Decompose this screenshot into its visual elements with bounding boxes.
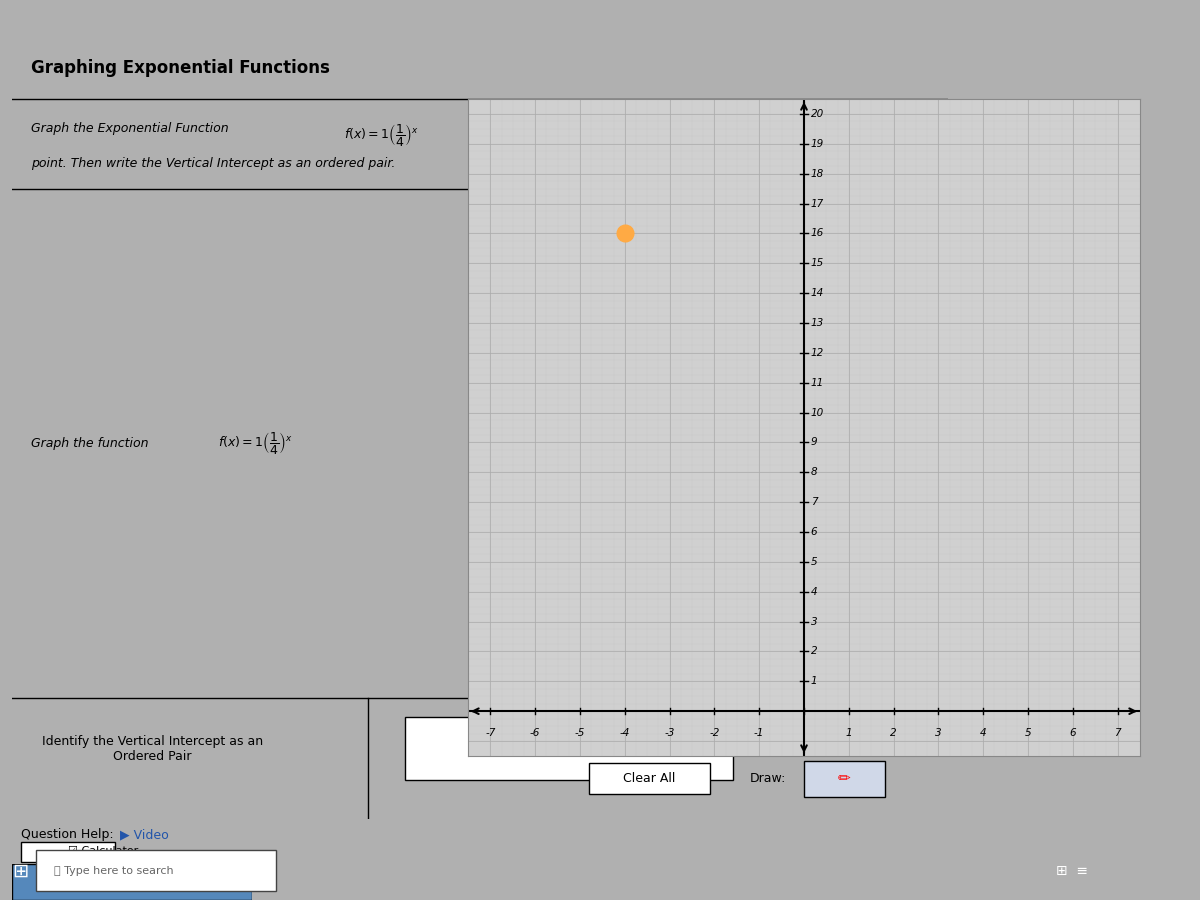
- Text: 19: 19: [811, 139, 824, 148]
- Text: 2: 2: [890, 727, 896, 738]
- Text: 15: 15: [811, 258, 824, 268]
- FancyBboxPatch shape: [406, 717, 733, 779]
- Text: $f(x) = 1\left(\dfrac{1}{4}\right)^x$: $f(x) = 1\left(\dfrac{1}{4}\right)^x$: [218, 430, 293, 456]
- Text: 🔍 Type here to search: 🔍 Type here to search: [54, 866, 174, 876]
- Text: 8: 8: [811, 467, 817, 477]
- Text: 5: 5: [1025, 727, 1031, 738]
- Text: 1: 1: [846, 727, 852, 738]
- Text: ✏: ✏: [838, 771, 851, 786]
- Text: 4: 4: [811, 587, 817, 597]
- Text: 1: 1: [811, 676, 817, 687]
- Text: -2: -2: [709, 727, 720, 738]
- Text: $f(x) = 1\left(\dfrac{1}{4}\right)^x$: $f(x) = 1\left(\dfrac{1}{4}\right)^x$: [344, 122, 419, 148]
- Text: -7: -7: [485, 727, 496, 738]
- Text: 10: 10: [811, 408, 824, 418]
- FancyBboxPatch shape: [589, 763, 710, 795]
- FancyBboxPatch shape: [12, 864, 252, 900]
- Text: by plotting the Vertical Intercept and one other: by plotting the Vertical Intercept and o…: [508, 122, 808, 135]
- Text: 6: 6: [1069, 727, 1076, 738]
- Text: 14: 14: [811, 288, 824, 298]
- Text: 6: 6: [811, 527, 817, 537]
- Text: ▶ Video: ▶ Video: [120, 828, 168, 841]
- Text: ⊞  ≡: ⊞ ≡: [1056, 864, 1088, 878]
- Text: Question Help:: Question Help:: [22, 828, 118, 841]
- Text: 7: 7: [1115, 727, 1121, 738]
- Text: 11: 11: [811, 378, 824, 388]
- Text: point. Then write the Vertical Intercept as an ordered pair.: point. Then write the Vertical Intercept…: [31, 158, 395, 170]
- Text: 18: 18: [811, 168, 824, 179]
- Text: Graph the function: Graph the function: [31, 436, 152, 450]
- Text: 5: 5: [811, 557, 817, 567]
- FancyBboxPatch shape: [22, 842, 115, 862]
- Text: -3: -3: [665, 727, 674, 738]
- Text: -6: -6: [530, 727, 540, 738]
- Text: 12: 12: [811, 347, 824, 358]
- FancyBboxPatch shape: [36, 850, 276, 891]
- Text: 17: 17: [811, 199, 824, 209]
- Text: Graphing Exponential Functions: Graphing Exponential Functions: [31, 59, 330, 77]
- Text: 4: 4: [980, 727, 986, 738]
- Text: 3: 3: [935, 727, 942, 738]
- Text: -4: -4: [619, 727, 630, 738]
- Text: 13: 13: [811, 318, 824, 328]
- Text: Clear All: Clear All: [623, 772, 676, 785]
- Text: ⊞: ⊞: [12, 861, 29, 880]
- Text: ☑ Calculator: ☑ Calculator: [68, 846, 138, 857]
- Text: 16: 16: [811, 229, 824, 238]
- Text: 20: 20: [811, 109, 824, 119]
- Text: 7: 7: [811, 497, 817, 508]
- Text: Graph the Exponential Function: Graph the Exponential Function: [31, 122, 233, 135]
- Text: 2: 2: [811, 646, 817, 656]
- Text: Draw:: Draw:: [750, 772, 787, 785]
- FancyBboxPatch shape: [804, 760, 884, 796]
- Text: 9: 9: [811, 437, 817, 447]
- Text: Submit Question: Submit Question: [73, 876, 191, 888]
- Text: Identify the Vertical Intercept as an
Ordered Pair: Identify the Vertical Intercept as an Or…: [42, 734, 263, 762]
- Text: -1: -1: [754, 727, 764, 738]
- Text: 3: 3: [811, 616, 817, 626]
- Text: -5: -5: [575, 727, 586, 738]
